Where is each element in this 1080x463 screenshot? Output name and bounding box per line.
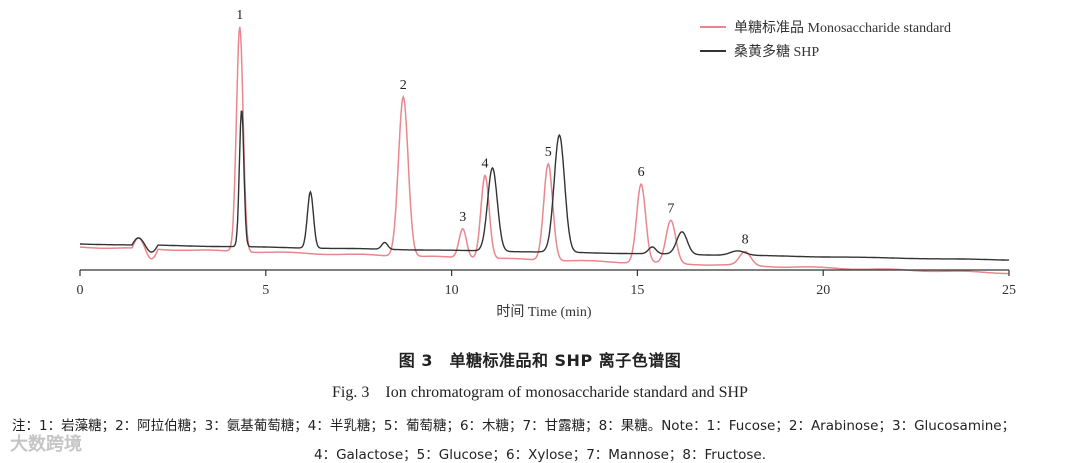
figure-caption-en: Fig. 3 Ion chromatogram of monosaccharid… <box>332 384 748 401</box>
series-line-standard <box>79 26 1009 275</box>
legend: 单糖标准品 Monosaccharide standard 桑黄多糖 SHP <box>700 20 951 60</box>
peak-label: 6 <box>638 165 645 180</box>
peak-label: 2 <box>400 78 407 93</box>
figure-caption-cn: 图 3 单糖标准品和 SHP 离子色谱图 <box>398 351 682 370</box>
figure-note-line2: 4：Galactose；5：Glucose；6：Xylose；7：Mannose… <box>313 447 767 463</box>
x-tick-label: 0 <box>77 283 84 298</box>
x-tick-label: 5 <box>262 283 269 298</box>
chromatogram-plot: 1 2 3 4 5 6 7 8 <box>79 8 1010 275</box>
x-axis-title: 时间 Time (min) <box>496 304 591 320</box>
x-tick-label: 15 <box>630 283 644 298</box>
figure-note-line1: 注：1：岩藻糖；2：阿拉伯糖；3：氨基葡萄糖；4：半乳糖；5：葡萄糖；6：木糖；… <box>12 418 1016 434</box>
series-line-shp <box>80 110 1010 261</box>
x-tick-label: 10 <box>445 283 459 298</box>
peak-label: 3 <box>459 210 466 225</box>
legend-label-shp: 桑黄多糖 SHP <box>734 43 819 60</box>
legend-label-standard: 单糖标准品 Monosaccharide standard <box>734 20 951 36</box>
x-tick-label: 25 <box>1002 283 1016 298</box>
peak-label: 7 <box>667 201 674 216</box>
chromatogram-figure: 1 2 3 4 5 6 7 8 0 5 10 15 20 25 单糖标准品 Monosaccharide… <box>77 8 1017 320</box>
peak-label: 1 <box>236 8 243 23</box>
watermark-logo: 大数跨境 <box>10 434 82 455</box>
peak-label: 5 <box>545 145 552 160</box>
peak-label: 8 <box>742 233 749 248</box>
peak-label: 4 <box>482 157 489 172</box>
x-axis: 0 5 10 15 20 25 <box>77 269 1016 298</box>
x-tick-label: 20 <box>816 283 830 298</box>
